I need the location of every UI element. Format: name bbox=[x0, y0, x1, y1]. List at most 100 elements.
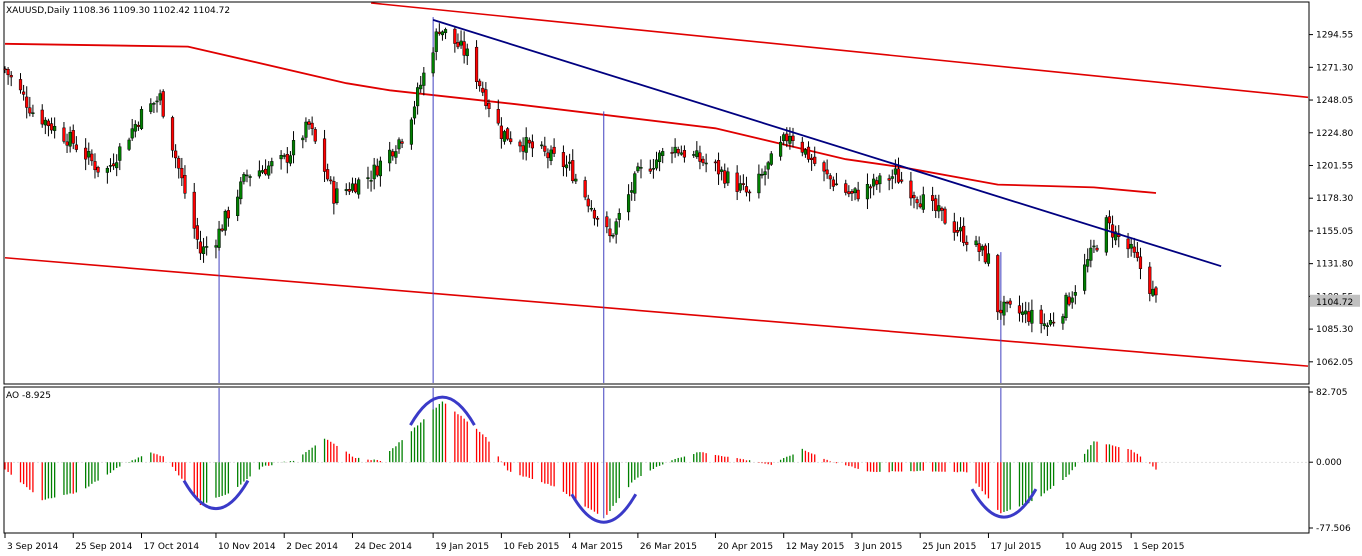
candle-body bbox=[236, 196, 240, 216]
candle bbox=[878, 173, 882, 193]
candle bbox=[245, 169, 249, 183]
candle bbox=[738, 175, 742, 194]
candle-body bbox=[505, 128, 510, 140]
candle bbox=[487, 99, 491, 118]
candle bbox=[353, 177, 358, 194]
candle-body bbox=[769, 153, 773, 165]
candle-body bbox=[899, 179, 904, 182]
time-tick-label: 4 Mar 2015 bbox=[572, 542, 623, 552]
candle bbox=[527, 137, 531, 148]
candle bbox=[462, 31, 466, 64]
candle bbox=[96, 165, 100, 178]
candle bbox=[673, 138, 677, 158]
candle bbox=[614, 218, 618, 244]
candle bbox=[931, 186, 935, 212]
candle-body bbox=[564, 164, 569, 169]
candle bbox=[723, 163, 727, 189]
ao-pane-border bbox=[3, 386, 1310, 534]
candle bbox=[136, 121, 140, 131]
candle bbox=[155, 96, 159, 113]
candle-body bbox=[1002, 301, 1006, 316]
candle-body bbox=[260, 170, 265, 173]
candles bbox=[3, 23, 1158, 336]
candle-body bbox=[412, 106, 417, 119]
candle-body bbox=[397, 139, 401, 150]
moving-average-line bbox=[4, 42, 1157, 194]
candle-body bbox=[1132, 246, 1136, 253]
candle-body bbox=[440, 31, 445, 36]
candle bbox=[1017, 295, 1022, 322]
candle-body bbox=[71, 130, 75, 144]
candle bbox=[437, 23, 441, 36]
candle-body bbox=[782, 134, 786, 141]
candle-body bbox=[698, 152, 702, 162]
candle bbox=[3, 66, 7, 74]
candle-body bbox=[1027, 311, 1031, 322]
candle-body bbox=[288, 155, 293, 164]
candle bbox=[955, 221, 960, 237]
candle-body bbox=[887, 178, 891, 181]
candle-body bbox=[459, 40, 463, 46]
ao-header: AO -8.925 bbox=[6, 391, 51, 401]
candle bbox=[149, 98, 153, 115]
candle-body bbox=[670, 152, 674, 154]
candle-body bbox=[778, 141, 783, 157]
candle bbox=[509, 131, 513, 145]
candle-body bbox=[810, 157, 814, 161]
candle-body bbox=[630, 190, 634, 193]
candle bbox=[586, 194, 590, 213]
candle-body bbox=[53, 126, 57, 131]
candle-body bbox=[549, 149, 553, 161]
candle-body bbox=[865, 184, 870, 200]
candle-body bbox=[214, 245, 218, 248]
candle bbox=[1008, 298, 1012, 309]
ao-arc-2 bbox=[570, 493, 638, 524]
candle bbox=[18, 73, 23, 94]
time-tick-label: 3 Jun 2015 bbox=[854, 542, 902, 552]
candle-body bbox=[22, 91, 26, 95]
candle bbox=[25, 86, 29, 119]
candle-body bbox=[239, 181, 243, 200]
candle bbox=[763, 165, 767, 186]
candle bbox=[53, 117, 57, 139]
candle bbox=[626, 184, 631, 221]
candle bbox=[654, 151, 659, 171]
candle bbox=[648, 159, 652, 175]
candle bbox=[899, 171, 904, 184]
candle-body bbox=[1045, 325, 1049, 327]
time-tick-label: 10 Aug 2015 bbox=[1065, 542, 1123, 552]
time-axis: 3 Sep 2014 25 Sep 2014 17 Oct 2014 10 Nov 2… bbox=[4, 533, 1184, 552]
candle bbox=[1052, 312, 1056, 327]
candle bbox=[639, 159, 643, 179]
candle-body bbox=[1052, 321, 1056, 324]
candle bbox=[329, 176, 333, 185]
candle bbox=[1039, 304, 1043, 334]
candle-body bbox=[1067, 296, 1071, 305]
candle bbox=[481, 81, 485, 97]
candle-body bbox=[636, 166, 640, 172]
candle bbox=[856, 181, 860, 202]
candle bbox=[1095, 244, 1099, 253]
candle bbox=[530, 134, 535, 158]
candle-body bbox=[1020, 311, 1025, 315]
candle-body bbox=[174, 150, 178, 159]
candle bbox=[201, 237, 206, 263]
candle bbox=[574, 173, 578, 185]
candle bbox=[412, 100, 417, 125]
candle-body bbox=[180, 168, 184, 179]
ao-pane[interactable]: AO -8.925 bbox=[3, 386, 1310, 534]
candle bbox=[1107, 210, 1112, 230]
candle-body bbox=[983, 245, 987, 263]
candle-body bbox=[1017, 305, 1022, 314]
candle bbox=[291, 131, 296, 164]
candle bbox=[1045, 322, 1049, 336]
candle-body bbox=[1135, 251, 1139, 258]
ao-tick-label: 0.000 bbox=[1316, 458, 1342, 468]
candle bbox=[1132, 237, 1136, 258]
candle-body bbox=[980, 246, 984, 251]
candle-body bbox=[679, 152, 683, 155]
candle-body bbox=[872, 178, 876, 187]
candle-body bbox=[353, 183, 358, 193]
price-pane[interactable]: XAUUSD,Daily 1108.36 1109.30 1102.42 110… bbox=[3, 1, 1310, 385]
candle bbox=[918, 195, 922, 209]
